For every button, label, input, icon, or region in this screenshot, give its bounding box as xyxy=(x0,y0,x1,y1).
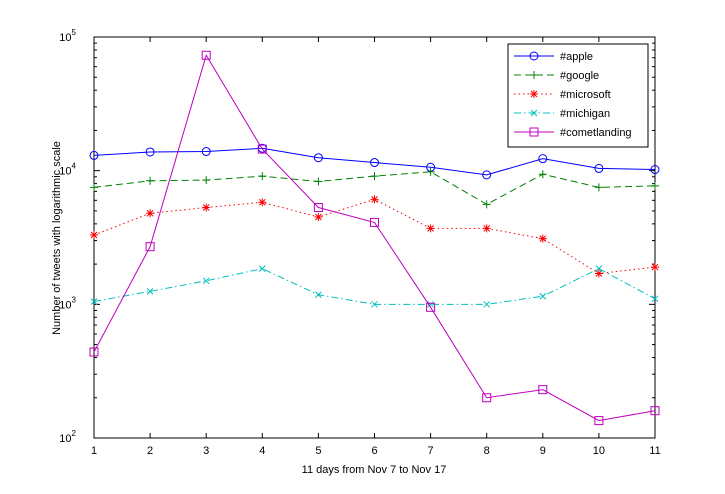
data-point xyxy=(651,295,659,303)
data-point xyxy=(426,167,435,176)
data-point xyxy=(426,302,436,312)
x-tick-label: 10 xyxy=(593,445,605,457)
x-axis-title: 11 days from Nov 7 to Nov 17 xyxy=(302,464,447,476)
data-point xyxy=(594,163,604,173)
data-point xyxy=(315,291,322,299)
x-tick-label: 9 xyxy=(540,445,546,457)
data-point xyxy=(146,209,155,218)
data-point xyxy=(594,416,604,426)
x-tick-label: 5 xyxy=(315,445,321,457)
data-point xyxy=(258,172,267,181)
legend-label: #cometlanding xyxy=(560,127,632,139)
data-point xyxy=(594,269,603,278)
series-line xyxy=(93,54,656,422)
x-axis: 1 2 3 4 5 6 7 8 9 10 11 xyxy=(91,37,661,457)
data-point xyxy=(538,234,547,243)
legend-entry: #apple xyxy=(514,51,593,63)
legend-label: #google xyxy=(560,70,599,82)
data-point xyxy=(145,242,155,252)
data-point xyxy=(529,127,539,137)
y-axis-title: Number of tweets with logarithmic scale xyxy=(51,141,63,335)
series-microsoft xyxy=(90,195,659,278)
x-tick-label: 2 xyxy=(147,445,153,457)
data-point xyxy=(370,195,379,204)
x-tick-label: 4 xyxy=(259,445,265,457)
data-point xyxy=(426,224,435,233)
data-point xyxy=(594,183,603,192)
legend-entry: #cometlanding xyxy=(514,127,632,139)
data-point xyxy=(538,385,548,395)
data-point xyxy=(651,181,659,190)
data-point xyxy=(201,50,211,60)
data-point xyxy=(483,300,491,308)
legend-label: #michigan xyxy=(560,108,610,120)
data-point xyxy=(313,203,323,213)
data-point xyxy=(650,165,660,175)
data-point xyxy=(89,347,99,357)
data-point xyxy=(650,406,660,416)
data-point xyxy=(482,170,492,180)
x-tick-label: 7 xyxy=(428,445,434,457)
data-point xyxy=(530,90,538,98)
y-tick-label: 105 xyxy=(59,28,76,44)
data-point xyxy=(482,224,491,233)
legend-entry: #google xyxy=(514,70,599,82)
data-point xyxy=(530,109,538,117)
data-point xyxy=(202,176,211,185)
data-point xyxy=(538,170,547,179)
data-point xyxy=(595,265,603,272)
legend-entry: #microsoft xyxy=(514,89,611,101)
data-point xyxy=(539,292,547,300)
data-point xyxy=(370,158,379,168)
data-point xyxy=(482,393,492,403)
data-point xyxy=(201,147,211,157)
data-point xyxy=(314,213,323,222)
legend-box xyxy=(507,43,649,148)
data-point xyxy=(371,300,378,308)
data-point xyxy=(370,172,379,181)
series-line xyxy=(93,147,656,176)
legend: #apple #google #microsoft #michigan #cometla… xyxy=(507,43,649,148)
data-point xyxy=(482,200,491,209)
data-point xyxy=(146,288,154,295)
data-point xyxy=(90,183,98,192)
series-cometlanding xyxy=(89,50,660,426)
data-point xyxy=(90,231,98,240)
data-point xyxy=(370,217,379,227)
data-point xyxy=(202,277,210,285)
data-point xyxy=(202,203,211,212)
data-point xyxy=(538,154,548,164)
data-point xyxy=(89,150,99,160)
legend-entry: #michigan xyxy=(514,108,610,120)
legend-label: #apple xyxy=(560,51,593,63)
data-point xyxy=(530,71,538,79)
y-tick-label: 102 xyxy=(59,429,76,445)
data-point xyxy=(314,177,323,186)
x-tick-label: 1 xyxy=(91,445,97,457)
data-point xyxy=(145,147,155,157)
x-tick-label: 6 xyxy=(371,445,377,457)
data-point xyxy=(257,144,267,154)
data-point xyxy=(313,153,323,163)
series-google xyxy=(90,167,659,209)
x-tick-label: 3 xyxy=(203,445,209,457)
series-layer xyxy=(89,50,660,426)
legend-label: #microsoft xyxy=(560,89,611,101)
data-point xyxy=(427,300,434,308)
data-point xyxy=(258,265,266,272)
data-point xyxy=(529,51,539,61)
data-point xyxy=(146,176,155,185)
x-tick-label: 11 xyxy=(649,445,660,457)
data-point xyxy=(258,198,267,207)
x-tick-label: 8 xyxy=(484,445,490,457)
data-point xyxy=(90,298,98,305)
series-michigan xyxy=(90,265,659,308)
data-point xyxy=(651,263,659,272)
